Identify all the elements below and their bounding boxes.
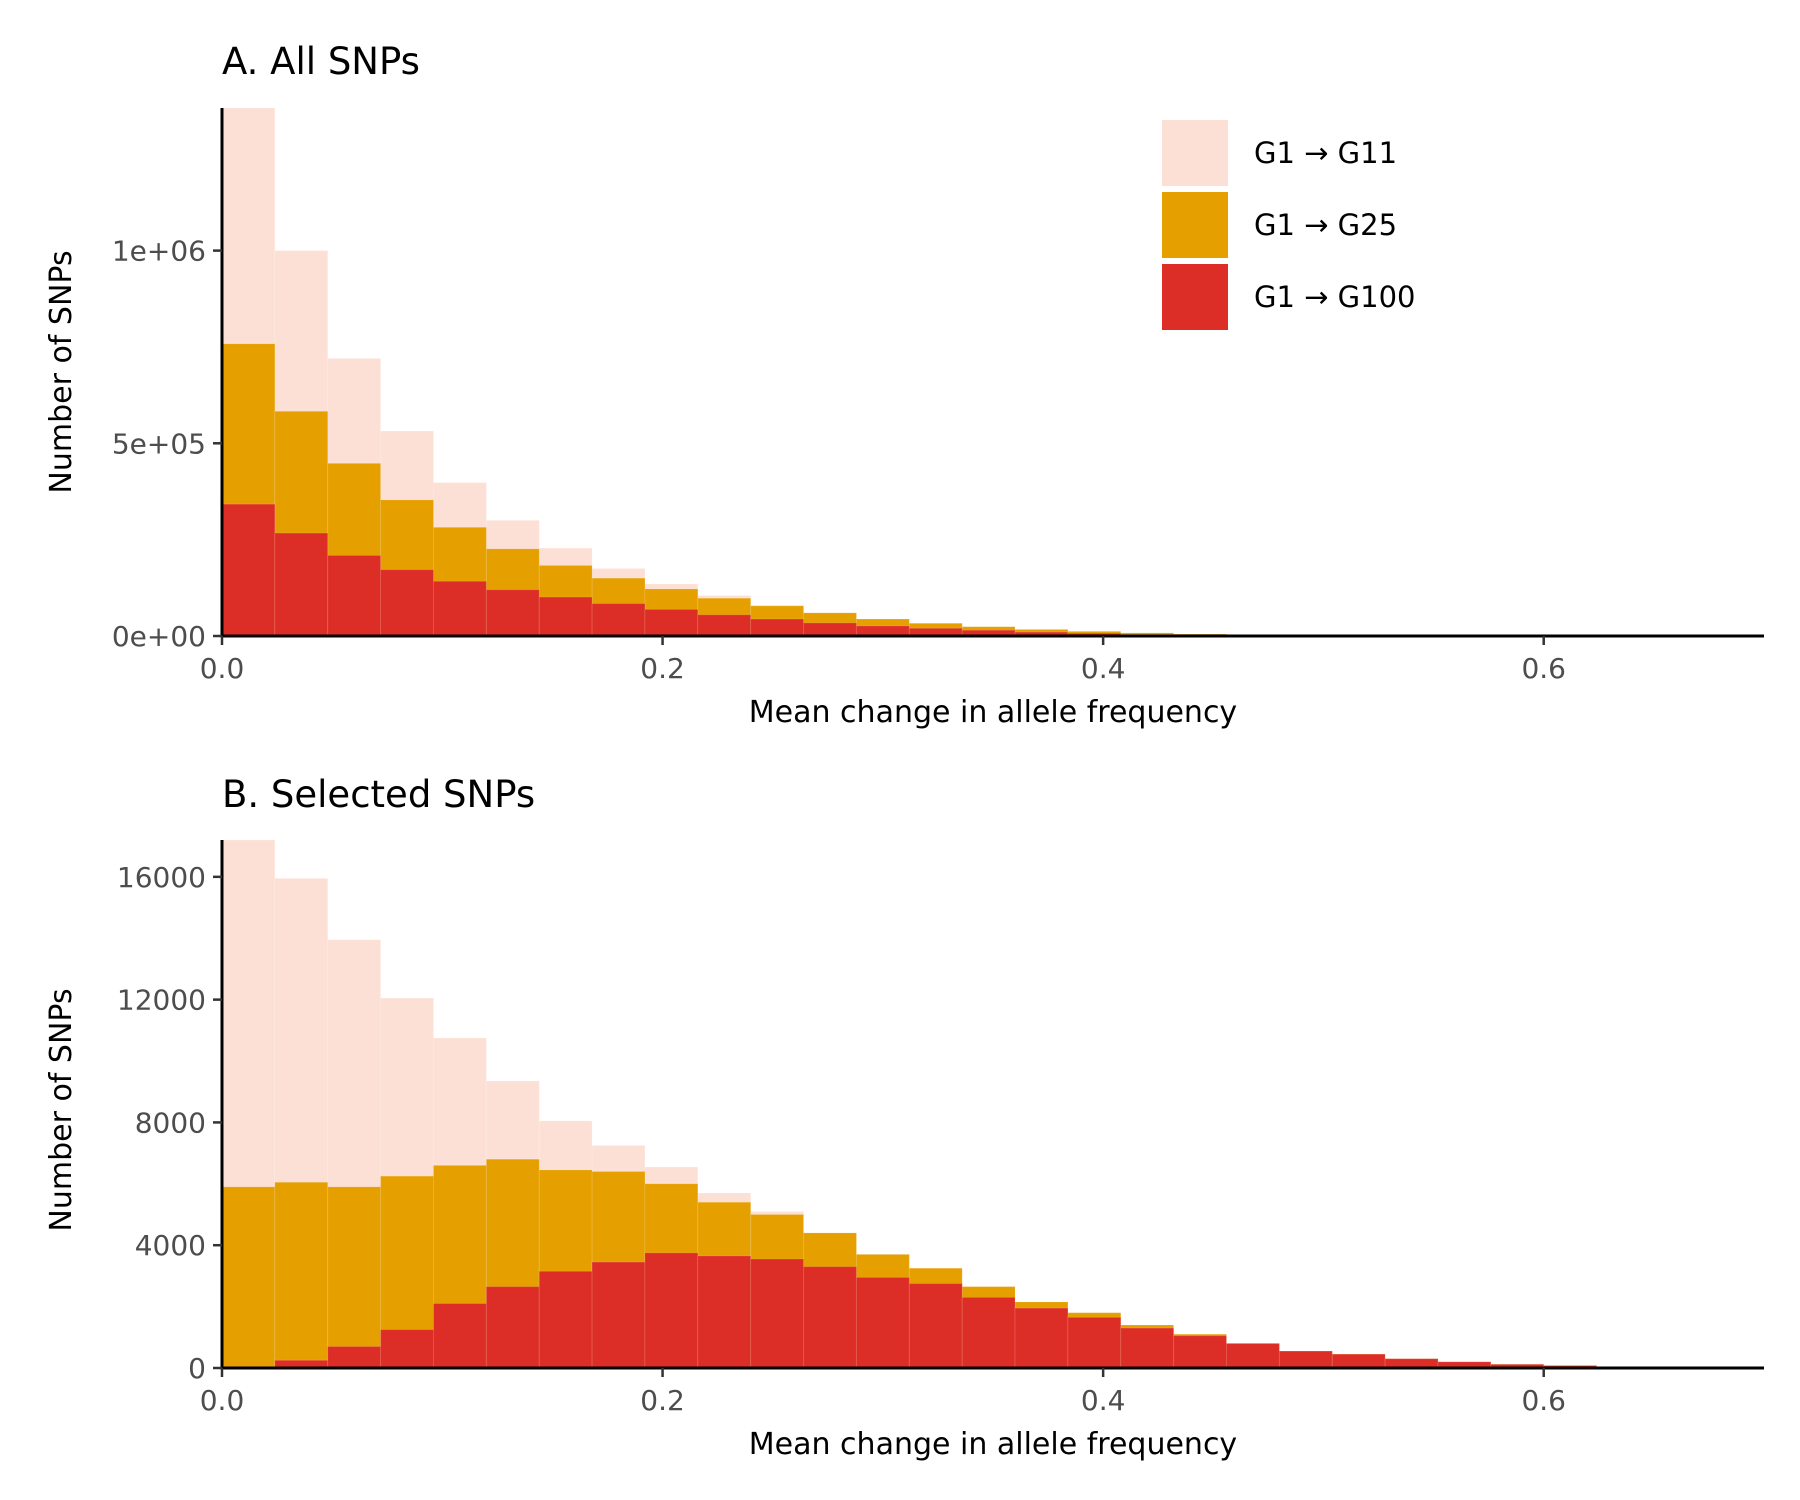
bar-s2-bin15 [1014,1307,1069,1369]
bar-s2-bin3 [380,569,434,637]
x-tick-label: 0.6 [1521,1384,1566,1417]
panel-a-y-axis-title: Number of SNPs [44,250,79,493]
bar-s2-bin16 [1067,1316,1122,1369]
y-tick-label: 8000 [135,1106,206,1139]
y-tick-label: 5e+05 [112,427,206,460]
bar-s2-bin10 [750,1258,805,1369]
bar-s2-bin11 [803,622,857,637]
bar-s2-bin9 [697,1255,752,1369]
x-tick-label: 0.4 [1081,1384,1126,1417]
legend-label-2: G1 → G100 [1254,280,1415,314]
y-tick-label: 4000 [135,1229,206,1262]
x-tick-label: 0.2 [640,1384,685,1417]
bar-s2-bin4 [432,1303,487,1369]
bar-s2-bin2 [327,1346,382,1369]
bar-s2-bin5 [485,1286,540,1369]
panel-a-title: A. All SNPs [222,40,420,83]
bar-s2-bin0 [221,503,276,637]
x-tick-label: 0.6 [1521,652,1566,685]
legend-label-0: G1 → G11 [1254,136,1397,170]
bar-s2-bin5 [485,589,540,637]
panel-a-x-axis-title: Mean change in allele frequency [749,695,1237,730]
y-tick-label: 0 [188,1352,206,1385]
panel-b-axes: 0.0 0.2 0.4 0.6 0 4000 8000 12000 16000 [117,840,1764,1417]
x-tick-label: 0.2 [640,652,685,685]
bar-s2-bin9 [697,614,752,637]
panel-b-y-axis-title: Number of SNPs [44,988,79,1231]
x-tick-label: 0.0 [200,652,245,685]
y-tick-label: 1e+06 [112,235,206,268]
bar-s1-bin2 [327,1186,382,1369]
legend: G1 → G11 G1 → G25 G1 → G100 [1162,120,1415,330]
bar-s2-bin20 [1278,1350,1333,1369]
bar-s2-bin10 [750,618,805,637]
bar-s2-bin2 [327,554,382,637]
bar-s2-bin11 [803,1266,857,1369]
bar-s2-bin7 [591,1261,646,1369]
bar-s2-bin13 [908,1283,963,1369]
bar-s2-bin7 [591,603,646,637]
panel-a-all-snps: A. All SNPs 0.0 0.2 0.4 0.60e+005e+051e+06 … [44,40,1764,730]
bar-s2-bin14 [961,1296,1016,1369]
bar-s2-bin8 [644,608,699,637]
y-tick-label: 0e+00 [112,620,206,653]
legend-key-2 [1162,264,1228,330]
bar-s1-bin1 [274,1181,329,1369]
bar-s2-bin21 [1331,1353,1386,1369]
legend-label-1: G1 → G25 [1254,208,1397,242]
x-tick-label: 0.0 [200,1384,245,1417]
bar-s2-bin1 [274,532,329,637]
bar-s1-bin0 [221,1186,276,1369]
x-tick-label: 0.4 [1081,652,1126,685]
y-tick-label: 12000 [117,984,206,1017]
bar-s2-bin12 [855,625,910,637]
panel-b-bars [221,839,1756,1369]
bar-s2-bin18 [1173,1335,1228,1369]
panel-b-selected-snps: B. Selected SNPs 0.0 0.2 0.4 0.6 0 4000 8000 12… [44,773,1764,1462]
panel-a-axes: 0.0 0.2 0.4 0.6 0e+00 5e+05 1e+06 [112,108,1764,685]
panel-a-bars [221,107,1386,637]
bar-s2-bin17 [1120,1327,1175,1369]
legend-key-1 [1162,192,1228,258]
bar-s2-bin4 [432,580,487,637]
legend-key-0 [1162,120,1228,186]
bar-s2-bin3 [380,1329,434,1369]
bar-s2-bin12 [855,1276,910,1369]
y-tick-label: 16000 [117,861,206,894]
bar-s2-bin6 [538,1270,593,1369]
bar-s2-bin8 [644,1252,699,1369]
bar-s2-bin6 [538,596,593,637]
panel-b-title: B. Selected SNPs [222,773,535,816]
bar-s2-bin19 [1226,1342,1280,1369]
panel-b-x-axis-title: Mean change in allele frequency [749,1427,1237,1462]
